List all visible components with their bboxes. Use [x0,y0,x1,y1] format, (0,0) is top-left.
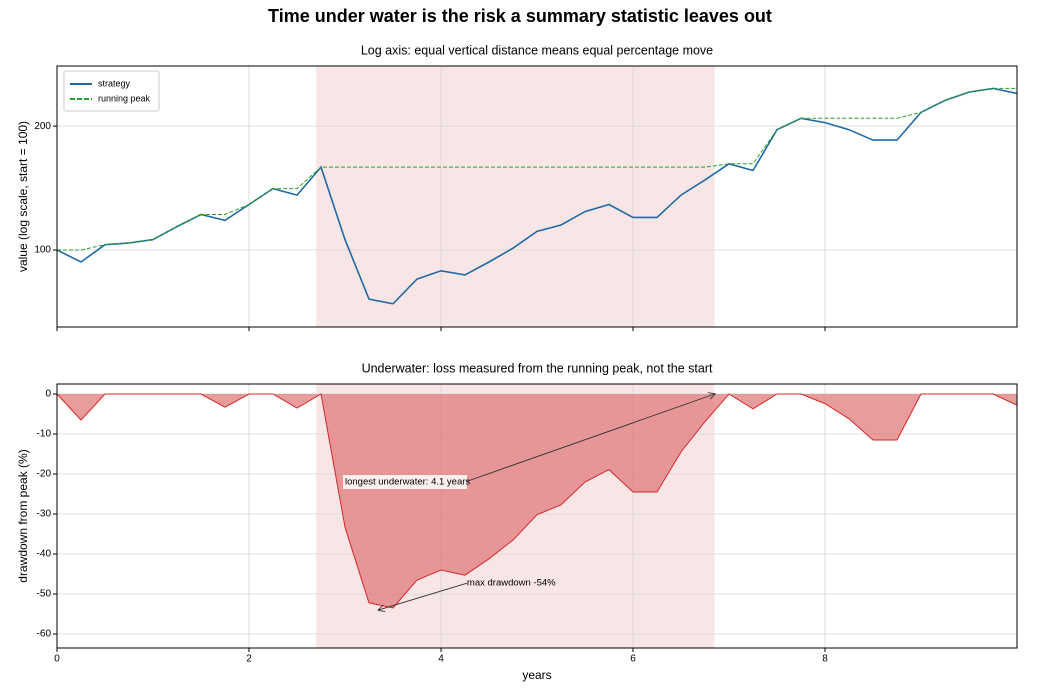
annotation: longest underwater: 4.1 years [345,477,470,488]
y-tick-label: -50 [37,589,52,600]
x-tick-label: 0 [54,654,60,665]
panel: Log axis: equal vertical distance means … [16,43,1018,331]
y-tick-label: -40 [37,549,52,560]
y-tick-label: 200 [34,121,51,132]
drawdown-line [56,393,1018,609]
axes-frame [56,65,1018,328]
figure-title: Time under water is the risk a summary s… [268,6,772,26]
panel-title: Log axis: equal vertical distance means … [361,43,713,57]
axes-frame [56,383,1018,649]
underwater-span [316,66,715,327]
x-tick-label: 2 [246,654,252,665]
annotation-arrow [379,582,468,610]
panel: Underwater: loss measured from the runni… [16,361,1018,682]
x-tick-label: 6 [630,654,636,665]
y-axis-label: value (log scale, start = 100) [16,121,30,272]
legend: strategy running peak [63,70,160,112]
legend-label: strategy [98,78,131,88]
series-line [57,87,1017,251]
y-axis-label: drawdown from peak (%) [16,449,30,582]
annotation: max drawdown -54% [467,578,556,589]
series-line [56,87,1018,305]
y-tick-label: 100 [34,245,51,256]
drawdown-area [57,394,1017,608]
annotation-box [343,475,467,489]
legend-label: running peak [98,93,151,103]
x-axis-label: years [522,668,551,682]
y-tick-label: -10 [37,429,52,440]
y-tick-label: -30 [37,509,52,520]
x-tick-label: 4 [438,654,444,665]
annotation-arrow [464,394,715,483]
y-tick-label: -20 [37,469,52,480]
legend-box [63,70,160,112]
panel-title: Underwater: loss measured from the runni… [362,361,713,375]
y-tick-label: -60 [37,629,52,640]
y-tick-label: 0 [45,389,51,400]
x-tick-label: 8 [822,654,828,665]
